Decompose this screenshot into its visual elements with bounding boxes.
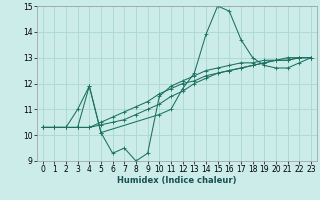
X-axis label: Humidex (Indice chaleur): Humidex (Indice chaleur) — [117, 176, 236, 185]
